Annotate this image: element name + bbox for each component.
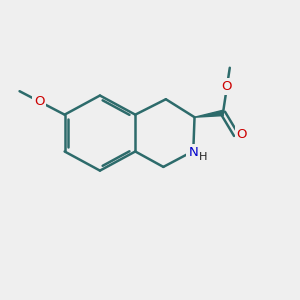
Text: O: O [34, 95, 44, 108]
Polygon shape [194, 110, 224, 117]
Text: N: N [188, 146, 198, 159]
Text: H: H [199, 152, 208, 162]
Text: O: O [237, 128, 247, 141]
Text: O: O [221, 80, 232, 93]
